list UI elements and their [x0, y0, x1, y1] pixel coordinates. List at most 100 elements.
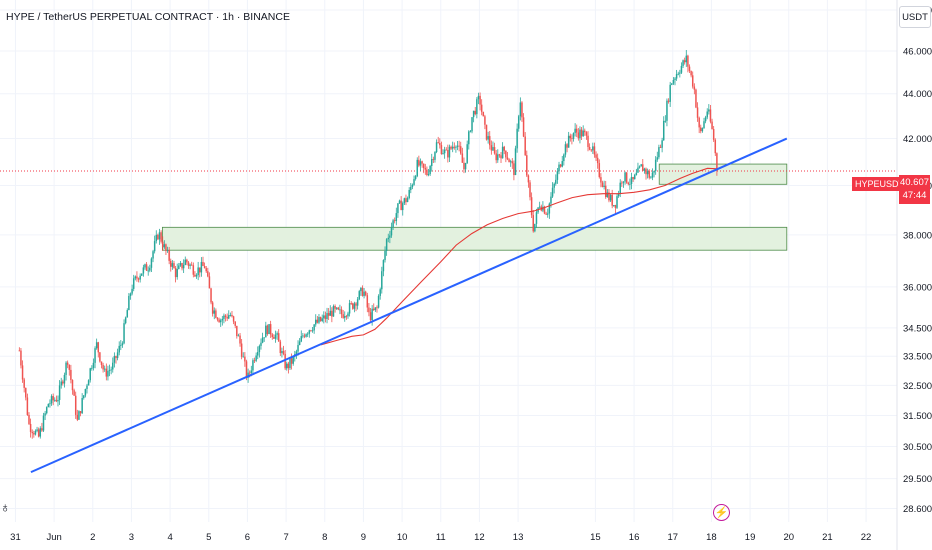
candle-body	[619, 182, 621, 194]
candle-body	[189, 264, 191, 266]
candle-body	[614, 205, 617, 208]
candle-body	[97, 342, 100, 353]
candle-body	[564, 144, 567, 155]
candle-body	[406, 198, 409, 202]
candle-body	[334, 305, 336, 309]
candle-body	[347, 313, 349, 317]
candles	[18, 49, 718, 439]
candle-body	[108, 370, 111, 371]
candle-body	[651, 172, 654, 178]
symbol-price-label: HYPEUSDT.P	[852, 177, 915, 191]
candle-body	[52, 396, 54, 401]
candle-body	[240, 343, 243, 357]
candle-body	[29, 423, 32, 432]
candle-body	[656, 157, 659, 160]
candle-body	[543, 206, 546, 214]
candle-body	[60, 381, 62, 386]
candle-body	[487, 136, 489, 140]
candle-body	[509, 161, 512, 163]
candle-body	[493, 147, 496, 154]
candle-body	[453, 146, 456, 148]
price-tick-label: 34.500	[903, 323, 932, 334]
candle-body	[118, 345, 120, 353]
candle-body	[352, 303, 354, 309]
candle-body	[308, 330, 311, 334]
lightning-icon[interactable]: ⚡	[713, 504, 730, 521]
candle-body	[276, 333, 278, 335]
candle-body	[236, 325, 238, 336]
candle-body	[142, 267, 145, 274]
candle-body	[685, 55, 688, 63]
candle-body	[700, 127, 702, 132]
candle-body	[99, 352, 101, 362]
candle-body	[260, 342, 262, 346]
candle-body	[693, 86, 696, 90]
candle-body	[384, 250, 386, 261]
candle-body	[174, 268, 177, 278]
candle-body	[265, 325, 267, 338]
candle-body	[439, 142, 441, 146]
candle-body	[704, 117, 707, 122]
candle-body	[526, 155, 528, 176]
candle-body	[508, 159, 510, 163]
candle-body	[606, 192, 609, 198]
time-tick-label: 7	[283, 532, 288, 543]
time-tick-label: 19	[745, 532, 756, 543]
candle-body	[157, 234, 159, 240]
candle-body	[63, 374, 66, 384]
candle-body	[671, 83, 673, 85]
candle-body	[295, 351, 298, 355]
candle-body	[445, 149, 447, 151]
candle-body	[513, 163, 515, 176]
candle-body	[74, 395, 77, 415]
candle-body	[257, 352, 259, 356]
candle-body	[152, 251, 154, 259]
candle-body	[271, 334, 274, 338]
moving-average-line	[320, 167, 718, 346]
candle-body	[669, 84, 671, 102]
candle-body	[70, 369, 72, 380]
candle-body	[566, 144, 568, 148]
candle-body	[329, 310, 332, 316]
candle-body	[144, 264, 146, 268]
candle-body	[350, 303, 352, 304]
candle-body	[484, 116, 486, 125]
candle-body	[124, 317, 127, 324]
candle-body	[701, 128, 704, 132]
candle-body	[103, 368, 106, 370]
tradingview-logo-icon: ♁	[0, 499, 11, 515]
candle-body	[455, 146, 457, 148]
candle-body	[252, 360, 254, 371]
candle-body	[395, 213, 398, 222]
candle-body	[161, 241, 164, 248]
price-tick-label: 42.000	[903, 134, 932, 145]
candle-body	[376, 307, 378, 309]
candle-body	[403, 198, 406, 204]
candle-body	[435, 142, 438, 153]
candle-body	[218, 319, 220, 323]
candle-body	[382, 260, 385, 272]
candle-body	[337, 307, 340, 310]
candle-body	[546, 213, 549, 215]
currency-button[interactable]: USDT	[899, 6, 931, 28]
candle-body	[160, 232, 162, 242]
time-tick-label: 12	[474, 532, 485, 543]
candle-body	[194, 274, 196, 277]
candle-body	[44, 413, 46, 416]
candle-body	[592, 146, 594, 151]
candle-body	[327, 313, 330, 316]
candle-body	[556, 171, 559, 180]
candle-body	[315, 319, 317, 325]
candle-body	[582, 130, 584, 137]
candle-body	[129, 293, 132, 296]
candle-body	[524, 136, 526, 156]
candle-body	[182, 264, 185, 269]
support-zone	[161, 226, 788, 251]
candle-body	[102, 364, 104, 370]
candle-body	[179, 263, 182, 266]
candle-body	[223, 315, 225, 319]
candle-body	[100, 361, 103, 365]
candle-body	[255, 355, 257, 361]
candle-body	[18, 350, 21, 352]
